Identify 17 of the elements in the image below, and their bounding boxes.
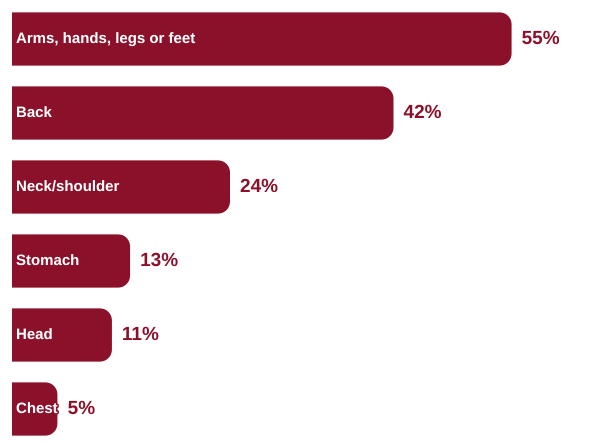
data-label: 5% [68, 398, 96, 420]
data-label: 13% [140, 250, 178, 272]
data-label: 24% [240, 176, 278, 198]
bar [12, 86, 394, 140]
y-tick-label: Stomach [16, 252, 80, 270]
y-tick-label: Head [16, 326, 53, 344]
data-label: 11% [122, 324, 159, 346]
data-label: 42% [404, 102, 442, 124]
bar [12, 308, 112, 362]
bar [12, 12, 512, 66]
bar [12, 160, 230, 214]
bar [12, 234, 130, 288]
y-tick-label: Neck/shoulder [16, 178, 120, 196]
y-tick-label: Arms, hands, legs or feet [16, 30, 196, 48]
y-tick-label: Back [16, 104, 53, 122]
data-label: 55% [522, 28, 560, 50]
y-tick-label: Chest [16, 400, 58, 418]
